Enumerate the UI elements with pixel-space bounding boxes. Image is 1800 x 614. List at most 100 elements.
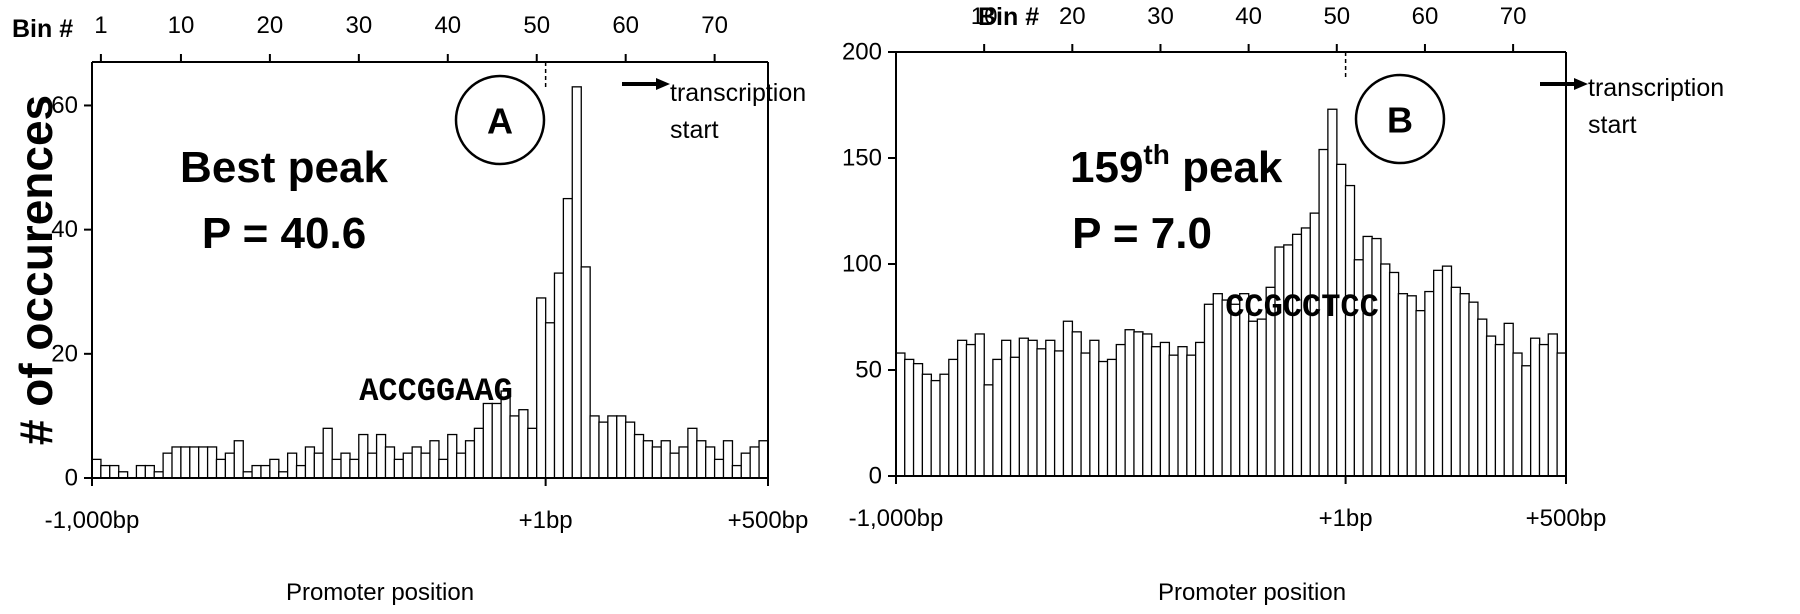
bar-b-56 xyxy=(1380,263,1391,477)
x-axis-title-a: Promoter position xyxy=(286,579,474,606)
bar-b-32 xyxy=(1168,354,1179,477)
peak-p-a: P = 40.6 xyxy=(202,209,366,258)
y-tick-label-b-50: 50 xyxy=(855,357,882,384)
bar-b-23 xyxy=(1089,339,1100,477)
bin-tick-label-a-40: 40 xyxy=(434,12,461,39)
bar-a-38 xyxy=(420,452,431,479)
peak-title-a: Best peak xyxy=(180,143,388,192)
bar-a-68 xyxy=(687,427,698,479)
bin-tick-label-a-50: 50 xyxy=(523,12,550,39)
bar-a-34 xyxy=(384,446,396,479)
bar-b-14 xyxy=(1009,356,1021,477)
x-ticks-a: -1,000bp +1bp +500bp xyxy=(45,478,808,534)
bar-b-21 xyxy=(1071,331,1082,477)
bar-b-10 xyxy=(974,333,985,477)
bar-b-15 xyxy=(1018,337,1029,477)
bar-b-27 xyxy=(1124,329,1135,477)
bar-b-36 xyxy=(1203,303,1215,477)
bar-a-67 xyxy=(678,446,689,479)
bar-b-28 xyxy=(1133,331,1144,477)
annotation-line1-a: transcription xyxy=(670,79,806,107)
bar-a-62 xyxy=(633,433,645,479)
peak-p-b: P = 7.0 xyxy=(1072,209,1212,258)
bar-b-69 xyxy=(1494,343,1506,477)
peak-title-b-superscript: th xyxy=(1143,139,1169,170)
panel-a-circle xyxy=(454,74,546,166)
y-ticks-a: 0 20 40 60 xyxy=(51,92,92,492)
panel-a: 0 20 40 60 1 10 20 30 40 50 60 70 -1,000bp +1bp +500… xyxy=(12,12,808,606)
bar-b-54 xyxy=(1362,235,1373,477)
y-tick-label-b-0: 0 xyxy=(869,463,882,490)
bar-b-31 xyxy=(1159,341,1171,477)
y-tick-label-a-20: 20 xyxy=(51,340,78,367)
panel-b-circle xyxy=(1354,73,1446,165)
bin-tick-label-a-20: 20 xyxy=(257,12,284,39)
bar-a-57 xyxy=(589,415,600,479)
bar-a-63 xyxy=(642,440,654,479)
y-tick-label-b-200: 200 xyxy=(842,39,882,66)
bar-a-56 xyxy=(580,266,591,479)
x-tick-label-a-1: +1bp xyxy=(519,507,573,534)
bar-a-11 xyxy=(180,446,191,479)
bar-b-74 xyxy=(1538,343,1550,477)
bar-a-12 xyxy=(189,446,200,479)
bar-a-27 xyxy=(322,427,333,479)
bin-axis-label-b: Bin # xyxy=(978,3,1039,31)
bar-a-24 xyxy=(295,464,307,479)
bar-b-1 xyxy=(895,352,906,477)
bar-b-30 xyxy=(1150,346,1162,477)
bar-a-13 xyxy=(198,446,209,479)
bar-a-23 xyxy=(286,452,298,479)
bar-b-65 xyxy=(1459,293,1470,477)
bar-b-13 xyxy=(1001,339,1012,477)
bar-b-26 xyxy=(1115,343,1126,477)
bar-a-20 xyxy=(260,464,271,479)
bar-a-43 xyxy=(464,440,476,479)
bar-b-34 xyxy=(1186,354,1197,477)
bar-a-21 xyxy=(269,458,280,479)
bar-a-35 xyxy=(393,458,405,479)
bar-a-59 xyxy=(607,415,618,479)
bar-b-71 xyxy=(1512,352,1523,477)
bar-b-17 xyxy=(1036,348,1047,477)
bars-b xyxy=(895,108,1567,477)
bar-a-54 xyxy=(562,197,574,479)
bar-a-73 xyxy=(731,464,743,479)
panel-a-label: A xyxy=(487,101,513,142)
bar-b-4 xyxy=(921,373,933,477)
bar-b-70 xyxy=(1503,322,1514,477)
bar-a-49 xyxy=(518,409,529,479)
bar-a-44 xyxy=(473,427,485,479)
bar-b-75 xyxy=(1547,333,1558,477)
bar-b-55 xyxy=(1371,237,1382,477)
bar-b-39 xyxy=(1230,303,1241,477)
x-axis-title-b: Promoter position xyxy=(1158,579,1346,606)
bar-a-40 xyxy=(438,458,449,479)
bar-b-59 xyxy=(1406,295,1417,477)
bar-b-68 xyxy=(1485,335,1497,477)
bin-tick-label-b-30: 30 xyxy=(1147,3,1174,30)
motif-a: ACCGGAAG xyxy=(359,373,513,410)
bar-b-76 xyxy=(1556,352,1567,477)
bar-b-24 xyxy=(1098,360,1109,477)
bin-tick-label-b-10: 10 xyxy=(971,3,998,30)
bar-a-7 xyxy=(144,464,155,479)
panel-b: 0 50 100 150 200 10 20 30 40 50 60 70 -1,000bp +1bp… xyxy=(842,3,1724,606)
bar-b-44 xyxy=(1274,246,1285,477)
y-tick-label-b-150: 150 xyxy=(842,145,882,172)
bar-b-52 xyxy=(1344,184,1356,477)
bar-a-19 xyxy=(251,464,262,479)
bar-a-72 xyxy=(722,440,734,479)
bar-b-19 xyxy=(1053,350,1065,477)
bar-a-45 xyxy=(482,402,493,479)
bar-a-37 xyxy=(411,446,422,479)
bar-a-60 xyxy=(616,415,627,479)
y-tick-label-a-60: 60 xyxy=(51,92,78,119)
bar-b-45 xyxy=(1283,244,1294,477)
bar-a-69 xyxy=(696,440,707,479)
bar-a-26 xyxy=(313,452,324,479)
bar-a-70 xyxy=(705,446,716,479)
bar-b-35 xyxy=(1194,341,1206,477)
bar-b-20 xyxy=(1062,320,1074,477)
y-ticks-b: 0 50 100 150 200 xyxy=(842,39,896,490)
